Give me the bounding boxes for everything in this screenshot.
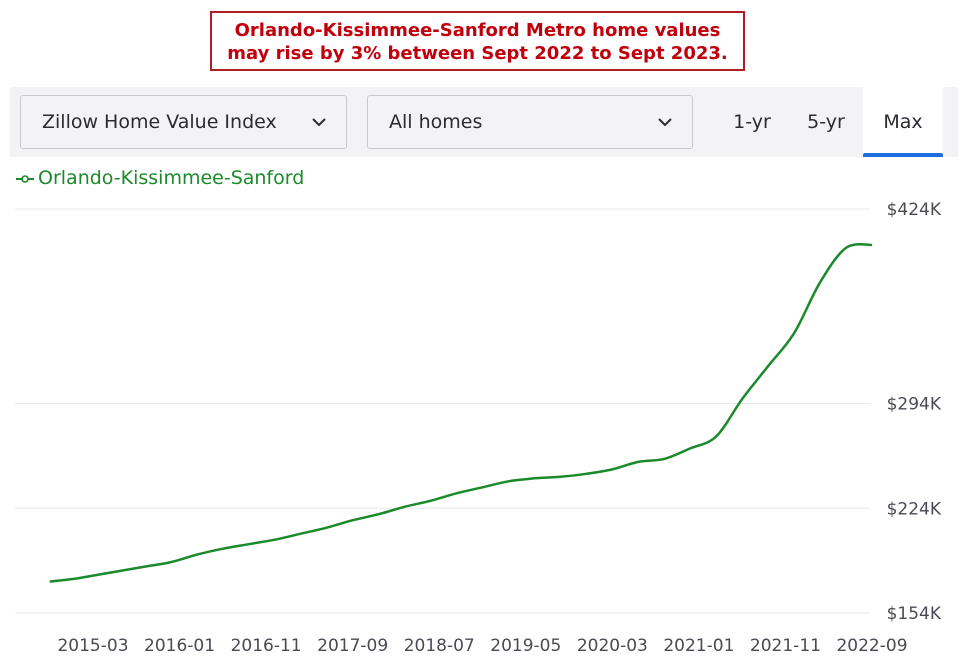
headline-line-2: may rise by 3% between Sept 2022 to Sept… (227, 43, 728, 64)
x-tick-label: 2016-01 (144, 636, 215, 656)
tab-5-yr[interactable]: 5-yr (807, 111, 845, 133)
chevron-down-icon (658, 118, 672, 127)
tab-max[interactable]: Max (863, 87, 943, 157)
x-tick-label: 2018-07 (404, 636, 475, 656)
x-tick-label: 2017-09 (317, 636, 388, 656)
chart-legend[interactable]: Orlando-Kissimmee-Sanford (16, 166, 304, 190)
chart-toolbar: Zillow Home Value Index All homes 1-yr 5… (10, 87, 958, 157)
home-type-select-label: All homes (389, 111, 483, 133)
y-tick-label: $154K (887, 604, 942, 624)
x-tick-label: 2015-03 (57, 636, 128, 656)
legend-series-label: Orlando-Kissimmee-Sanford (38, 167, 305, 189)
series-line-orlando-kissimmee-sanford[interactable] (49, 243, 873, 583)
home-type-select[interactable]: All homes (367, 95, 693, 149)
x-tick-label: 2022-09 (836, 636, 907, 656)
headline-line-1: Orlando-Kissimmee-Sanford Metro home val… (234, 20, 721, 41)
index-select[interactable]: Zillow Home Value Index (20, 95, 347, 149)
active-tab-indicator (863, 153, 943, 157)
y-tick-label: $294K (887, 395, 942, 415)
x-tick-label: 2016-11 (231, 636, 302, 656)
tab-max-label: Max (883, 111, 923, 133)
x-tick-label: 2021-11 (750, 636, 821, 656)
index-select-label: Zillow Home Value Index (42, 111, 277, 133)
home-value-chart: $424K $294K $224K $154K 2015-03 2016-01 2016-1… (15, 200, 942, 656)
y-tick-label: $424K (887, 200, 942, 220)
x-tick-label: 2020-03 (577, 636, 648, 656)
x-tick-label: 2019-05 (490, 636, 561, 656)
tab-1-yr[interactable]: 1-yr (733, 111, 771, 133)
x-tick-label: 2021-01 (663, 636, 734, 656)
headline-banner: Orlando-Kissimmee-Sanford Metro home val… (210, 11, 745, 71)
y-tick-label: $224K (887, 499, 942, 519)
chevron-down-icon (312, 118, 326, 127)
legend-line-marker-icon (16, 174, 34, 183)
